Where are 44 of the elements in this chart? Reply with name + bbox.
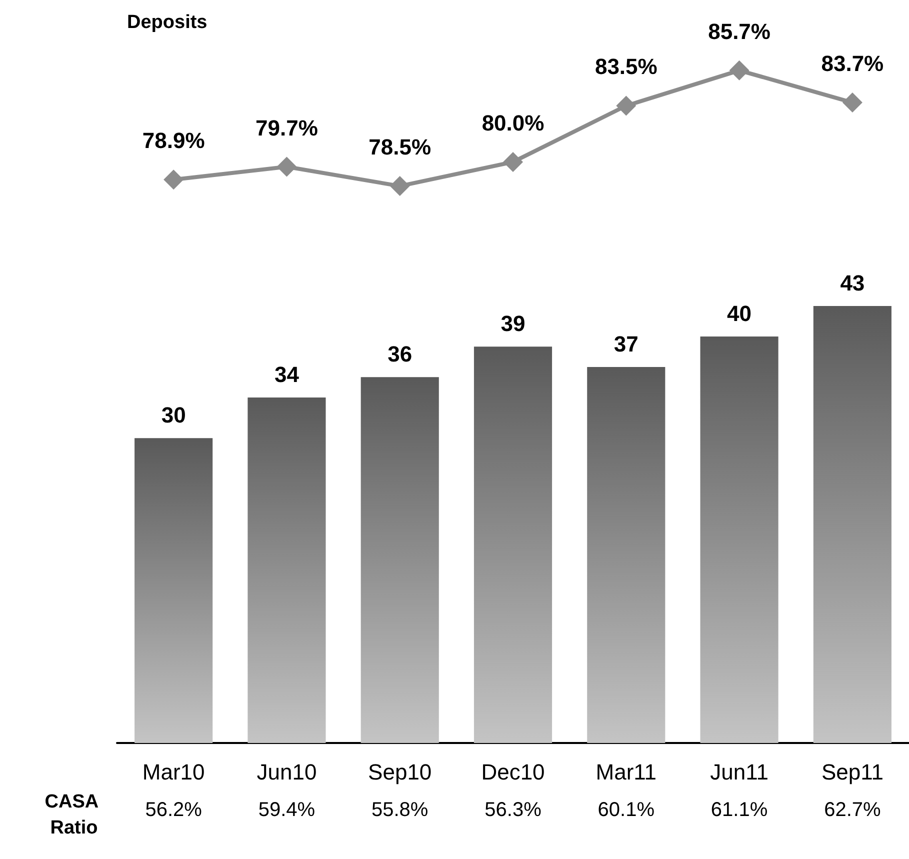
data-label: 36 (388, 342, 412, 367)
point (503, 152, 523, 172)
x-tick-label: Jun11 (710, 760, 768, 784)
point (729, 60, 750, 80)
x-tick-label: Mar10 (142, 760, 205, 784)
data-label: 43 (840, 270, 865, 296)
x-tick-label: Jun10 (256, 760, 317, 784)
x-tick-label: Dec10 (481, 760, 545, 784)
bar (248, 397, 326, 743)
point (842, 92, 862, 113)
text: 62.7% (824, 799, 881, 821)
data-label: 30 (161, 402, 186, 428)
bar (474, 346, 552, 743)
x-tick-label: Mar11 (596, 760, 657, 784)
text: 56.2% (145, 799, 202, 821)
data-label: 78.9% (142, 128, 205, 154)
x-tick-label: Sep10 (368, 760, 432, 784)
text: 60.1% (598, 799, 655, 821)
bar (700, 336, 778, 743)
text: 55.8% (372, 799, 428, 821)
data-label: 39 (500, 311, 526, 336)
bar (134, 438, 213, 743)
data-label: 40 (727, 301, 752, 326)
text: CASA Ratio (44, 792, 104, 838)
data-label: 80.0% (482, 110, 544, 136)
point (164, 170, 184, 190)
bar (813, 306, 892, 743)
chart-title: Deposits (127, 12, 208, 33)
bar (587, 367, 666, 743)
text: 61.1% (710, 799, 768, 821)
data-label: 85.7% (708, 18, 770, 44)
data-label: 83.5% (594, 54, 658, 80)
x-tick-label: Sep11 (821, 760, 884, 784)
text: 59.4% (258, 799, 316, 821)
data-label: 79.7% (256, 115, 318, 140)
data-label: 83.7% (821, 51, 884, 76)
bar (360, 377, 439, 743)
data-label: 78.5% (368, 134, 432, 160)
point (276, 156, 297, 177)
data-label: 37 (614, 332, 638, 357)
point (616, 96, 636, 116)
data-label: 34 (274, 362, 300, 387)
text: 56.3% (484, 799, 542, 821)
point (390, 176, 410, 196)
